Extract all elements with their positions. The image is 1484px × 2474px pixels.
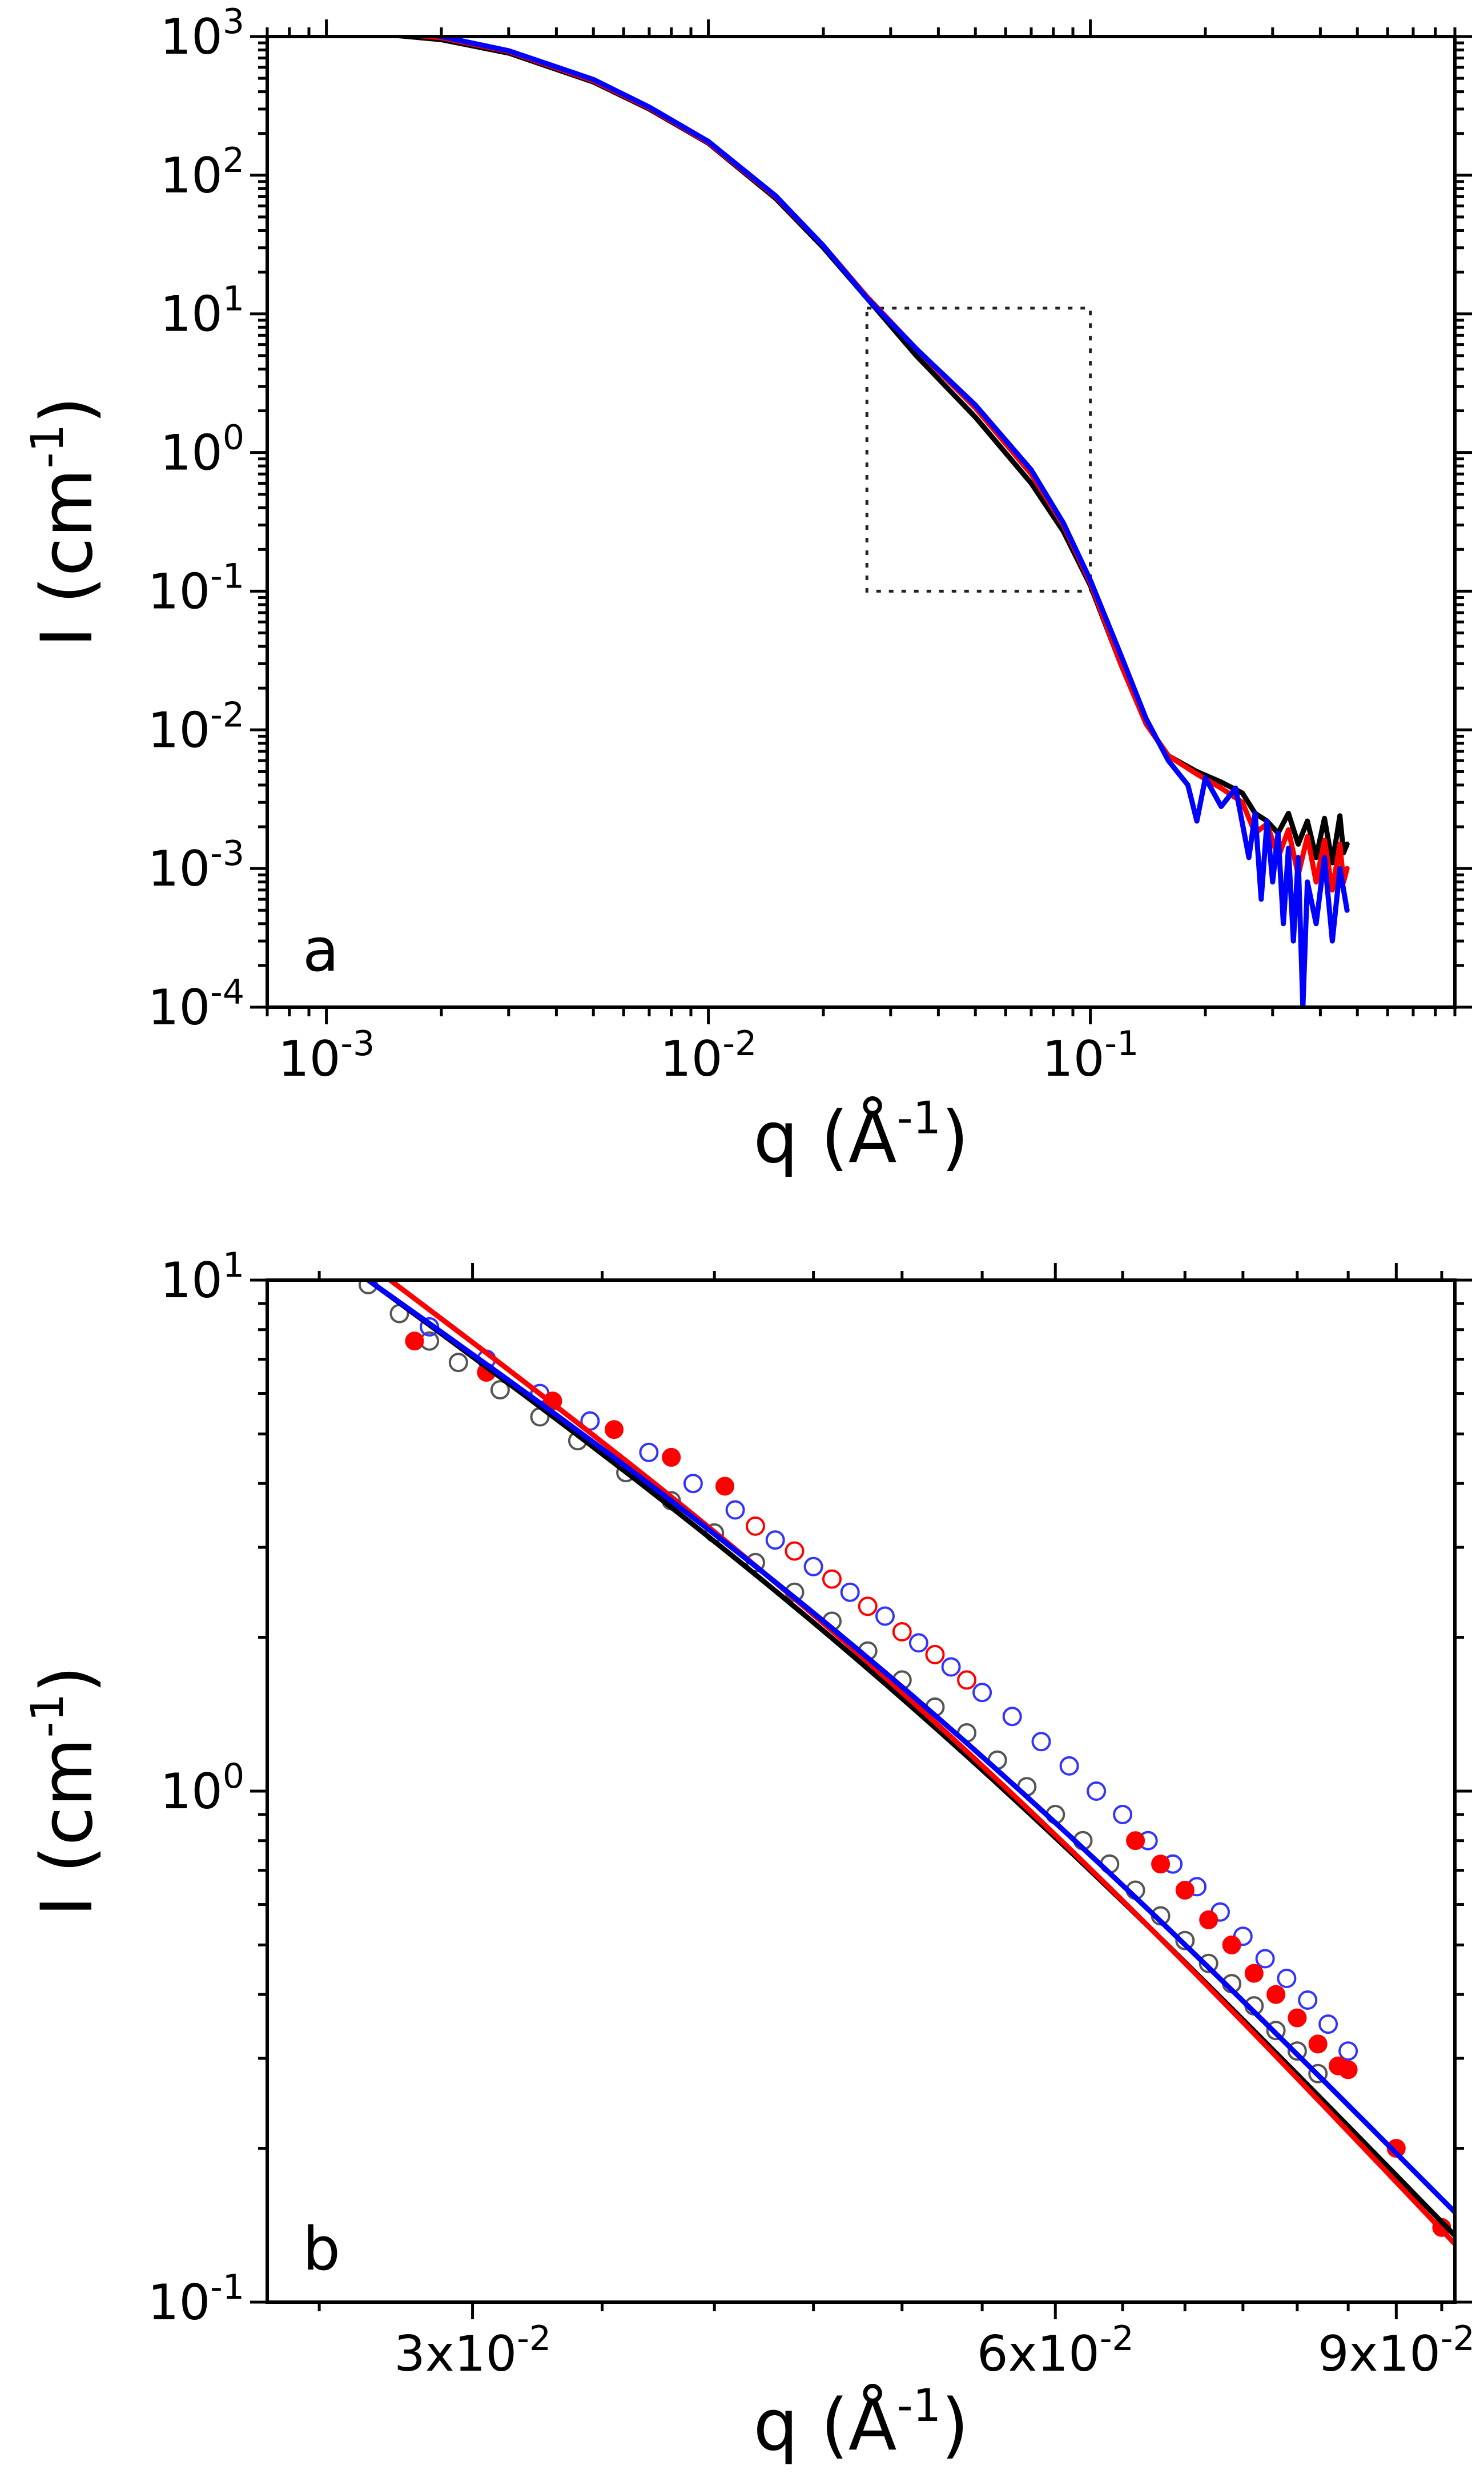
panel-b-point-blue-open [765, 1530, 785, 1550]
panel-a-y-tick-label: 10-4 [148, 972, 244, 1036]
panel-a-plot-area [380, 37, 1350, 1007]
panel-b-y-tick-label: 100 [160, 1756, 244, 1820]
panel-a-zoom-box [865, 307, 1092, 593]
panel-a-y-tick-labels: 103 102 101 100 10-1 10-2 10-3 10-4 [148, 2, 244, 1036]
panel-b-point-red-filled [1244, 1964, 1264, 1983]
panel-b-point-red-filled [1175, 1881, 1195, 1900]
panel-b-point-blue-open [1298, 1990, 1318, 2010]
panel-b-point-black-open [1287, 2041, 1307, 2061]
panel-b-point-red-filled [605, 1420, 624, 1439]
panel-a-x-tick-label: 10-3 [278, 1024, 375, 1088]
panel-b-point-red-open [858, 1596, 878, 1616]
panel-b-point-blue-open [1338, 2041, 1358, 2061]
panel-b-point-black-open [1308, 2063, 1328, 2083]
panel-b-blue-fit [365, 1280, 1455, 2215]
panel-b-point-red-open [822, 1569, 842, 1589]
panel-b-x-axis-title: q (Å-1) [753, 2380, 969, 2467]
panel-b-point-blue-open [1059, 1756, 1079, 1776]
panel-b-point-blue-open [639, 1442, 659, 1462]
panel-b-point-red-filled [1338, 2060, 1358, 2079]
panel-b-label: b [303, 2214, 340, 2284]
panel-b-x-tick-label: 9x10-2 [1318, 2319, 1475, 2383]
panel-b-point-red-filled [1151, 1855, 1171, 1874]
panel-a-label: a [303, 915, 339, 985]
panel-b-point-blue-open [1255, 1949, 1275, 1969]
panel-a-y-axis-title: I (cm-1) [22, 396, 108, 647]
panel-b-plot-area [358, 1280, 1455, 2247]
panel-b-point-red-filled [1308, 2034, 1328, 2054]
panel-b-point-black-open [1266, 2021, 1286, 2041]
panel-b-point-blue-open [1002, 1707, 1022, 1727]
panel-b-y-tick-labels: 101 100 10-1 [148, 1245, 244, 2331]
panel-b-y-tick-label: 101 [160, 1245, 244, 1309]
panel-b-x-tick-labels: 3x10-2 6x10-2 9x10-2 [394, 2319, 1475, 2383]
panel-a-y-tick-label: 103 [160, 2, 244, 66]
panel-b-point-blue-open [1318, 2014, 1338, 2034]
panel-b-point-blue-open [1277, 1969, 1297, 1988]
panel-a-y-tick-label: 10-2 [148, 695, 244, 759]
panel-b-point-black-open [490, 1380, 510, 1400]
panel-b-point-blue-open [908, 1633, 928, 1653]
panel-b-x-tick-label: 6x10-2 [977, 2319, 1134, 2383]
panel-a-y-tick-label: 100 [160, 418, 244, 482]
panel-b-point-red-filled [1288, 2008, 1307, 2028]
panel-b-point-red-filled [1126, 1831, 1145, 1851]
panel-a-x-tick-labels: 10-3 10-2 10-1 [278, 1024, 1139, 1088]
panel-b-point-black-open [448, 1353, 468, 1373]
panel-a-y-tick-label: 101 [160, 279, 244, 343]
panel-a-y-tick-label: 102 [160, 140, 244, 204]
panel-b-point-red-filled [715, 1477, 734, 1496]
panel-b-point-black-open [1199, 1953, 1218, 1973]
panel-b-point-black-open [1175, 1930, 1195, 1950]
panel-b-point-blue-open [683, 1474, 703, 1494]
panel-b-point-red-filled [662, 1447, 681, 1467]
panel-b-point-red-filled [1266, 1985, 1286, 2004]
panel-a-ticks [250, 19, 1472, 1024]
panel-b-point-blue-open [875, 1606, 895, 1626]
panel-b-point-blue-open [840, 1582, 860, 1602]
panel-a-y-tick-label: 10-3 [148, 834, 244, 898]
panel-b-point-blue-open [1031, 1732, 1051, 1752]
panel-a-x-tick-label: 10-2 [660, 1024, 757, 1088]
panel-b-point-red-filled [1199, 1910, 1218, 1929]
panel-b-point-red-open [925, 1644, 945, 1664]
panel-a-frame [266, 35, 1457, 1009]
panel-b-red-fit [387, 1280, 1455, 2247]
panel-b-point-red-open [746, 1516, 765, 1536]
panel-b-point-blue-open [1113, 1805, 1133, 1824]
panel-b-ticks [250, 1263, 1472, 2319]
panel-b-point-blue-open [972, 1683, 992, 1703]
panel-b-point-blue-open [1087, 1781, 1107, 1801]
panel-b-point-red-open [892, 1622, 912, 1642]
panel-b-y-tick-label: 10-1 [148, 2267, 244, 2331]
panel-b-point-blue-open [803, 1556, 823, 1576]
panel-b-point-red-filled [1222, 1935, 1241, 1954]
panel-b-point-blue-open [941, 1657, 961, 1677]
panel-b-x-tick-label: 3x10-2 [394, 2319, 551, 2383]
panel-a-series-blue [427, 37, 1350, 1007]
panel-a-x-tick-label: 10-1 [1042, 1024, 1139, 1088]
panel-b-point-red-open [957, 1670, 977, 1690]
panel-a-y-tick-label: 10-1 [148, 556, 244, 620]
panel-b-point-blue-open [725, 1500, 745, 1520]
panel-b-point-red-open [785, 1541, 805, 1561]
panel-b-point-red-filled [405, 1331, 424, 1351]
panel-b-y-axis-title: I (cm-1) [22, 1666, 108, 1917]
panel-a-x-axis-title: q (Å-1) [753, 1093, 969, 1179]
